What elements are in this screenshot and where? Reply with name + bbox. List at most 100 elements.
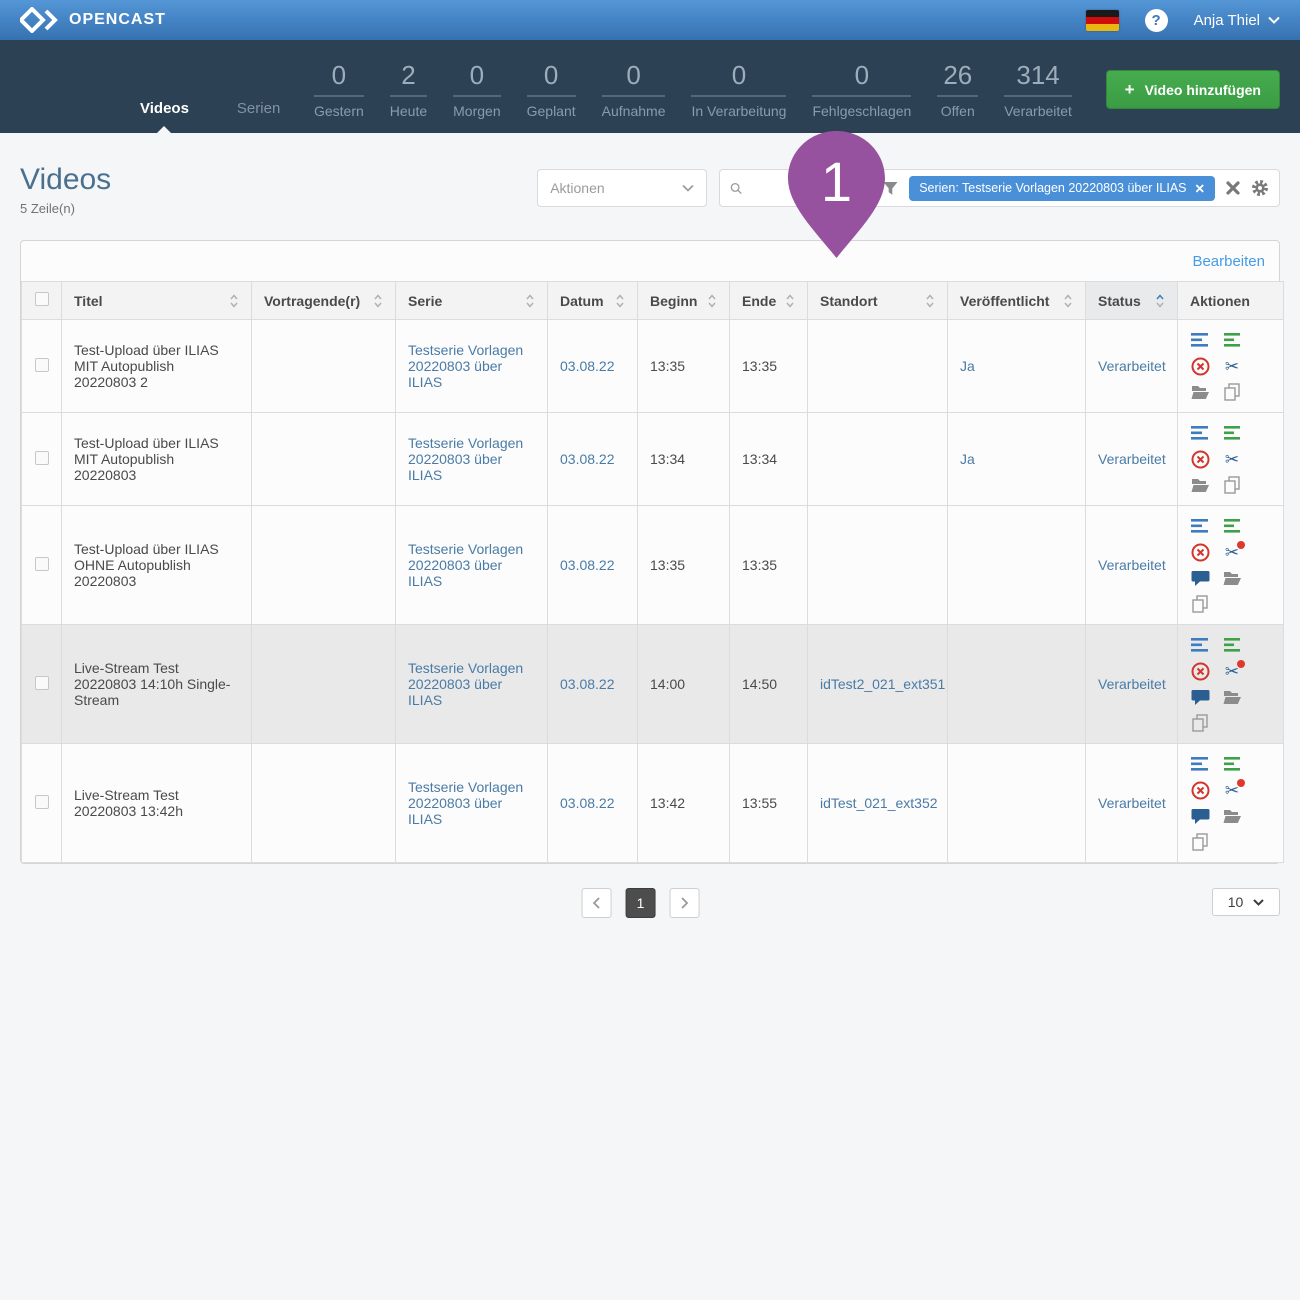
cell-presenter [251,412,396,506]
notification-dot [1237,541,1245,549]
previous-page-button[interactable] [581,888,612,918]
column-header-ende[interactable]: Ende [729,281,808,320]
date-link[interactable]: 03.08.22 [560,676,615,692]
help-icon[interactable]: ? [1144,8,1168,32]
assets-folder-icon[interactable] [1190,382,1210,402]
status-link[interactable]: Verarbeitet [1098,358,1166,374]
filter-chip-series[interactable]: Serien: Testserie Vorlagen 20220803 über… [909,175,1215,201]
duplicate-icon[interactable] [1190,832,1210,852]
column-header-status[interactable]: Status [1085,281,1178,320]
published-link[interactable]: Ja [960,451,975,467]
actions-dropdown[interactable]: Aktionen [537,169,708,207]
series-link[interactable]: Testserie Vorlagen 20220803 über ILIAS [408,541,524,589]
series-details-icon[interactable] [1222,423,1242,443]
duplicate-icon[interactable] [1222,475,1242,495]
video-editor-scissors-badge-icon[interactable]: ✂ [1222,779,1245,800]
status-link[interactable]: Verarbeitet [1098,557,1166,573]
column-header-datum[interactable]: Datum [547,281,638,320]
assets-folder-icon[interactable] [1222,568,1242,588]
location-link[interactable]: idTest2_021_ext351 [820,676,946,692]
add-video-button[interactable]: + Video hinzufügen [1105,70,1280,109]
column-header-serie[interactable]: Serie [395,281,548,320]
video-editor-scissors-badge-icon[interactable]: ✂ [1222,541,1245,562]
remove-filter-icon[interactable]: ✕ [1194,181,1205,196]
series-link[interactable]: Testserie Vorlagen 20220803 über ILIAS [408,342,524,390]
series-details-icon[interactable] [1222,330,1242,350]
stat-verarbeitet[interactable]: 314 Verarbeitet [1004,60,1072,119]
series-details-icon[interactable] [1222,635,1242,655]
series-link[interactable]: Testserie Vorlagen 20220803 über ILIAS [408,779,524,827]
status-link[interactable]: Verarbeitet [1098,676,1166,692]
user-name: Anja Thiel [1193,11,1260,29]
event-details-icon[interactable] [1190,516,1210,536]
clear-filters-icon[interactable] [1225,180,1241,196]
user-menu[interactable]: Anja Thiel [1194,12,1280,29]
column-header-beginn[interactable]: Beginn [637,281,730,320]
event-details-icon[interactable] [1190,330,1210,350]
stat-offen[interactable]: 26 Offen [937,62,979,119]
stat-aufnahme[interactable]: 0 Aufnahme [601,60,666,119]
series-link[interactable]: Testserie Vorlagen 20220803 über ILIAS [408,660,524,708]
row-checkbox[interactable] [34,450,49,465]
delete-icon[interactable] [1190,449,1210,469]
date-link[interactable]: 03.08.22 [560,795,615,811]
stat-gestern[interactable]: 0 Gestern [313,60,364,119]
date-link[interactable]: 03.08.22 [560,358,615,374]
filter-settings-gear-icon[interactable] [1251,179,1269,197]
location-link[interactable]: idTest_021_ext352 [820,795,938,811]
date-link[interactable]: 03.08.22 [560,557,615,573]
cell-presenter [251,624,396,744]
video-editor-scissors-badge-icon[interactable]: ✂ [1222,660,1245,681]
published-link[interactable]: Ja [960,358,975,374]
page-1-button[interactable]: 1 [625,888,656,918]
assets-folder-icon[interactable] [1222,687,1242,707]
stat-morgen[interactable]: 0 Morgen [453,60,501,119]
search-icon [730,182,742,194]
tab-videos[interactable]: Videos [140,100,189,133]
row-checkbox[interactable] [34,675,49,690]
event-details-icon[interactable] [1190,423,1210,443]
page-size-dropdown[interactable]: 10 [1212,888,1280,916]
series-link[interactable]: Testserie Vorlagen 20220803 über ILIAS [408,435,524,483]
date-link[interactable]: 03.08.22 [560,451,615,467]
duplicate-icon[interactable] [1222,382,1242,402]
select-all-checkbox[interactable] [34,292,49,306]
filter-funnel-icon[interactable] [882,180,899,197]
comments-icon[interactable] [1190,568,1210,588]
status-link[interactable]: Verarbeitet [1098,795,1166,811]
status-link[interactable]: Verarbeitet [1098,451,1166,467]
assets-folder-icon[interactable] [1222,806,1242,826]
column-header-vortragende[interactable]: Vortragende(r) [251,281,396,320]
video-editor-scissors-icon[interactable]: ✂ [1224,356,1240,376]
row-checkbox[interactable] [34,357,49,372]
language-flag-german[interactable] [1085,9,1119,31]
stat-geplant[interactable]: 0 Geplant [526,60,576,119]
delete-icon[interactable] [1190,780,1210,800]
assets-folder-icon[interactable] [1190,475,1210,495]
cell-presenter [251,319,396,413]
comments-icon[interactable] [1190,806,1210,826]
column-header-veroeffentlicht[interactable]: Veröffentlicht [947,281,1086,320]
cell-title: Test-Upload über ILIAS OHNE Autopublish … [61,505,252,625]
video-editor-scissors-icon[interactable]: ✂ [1224,449,1240,469]
event-details-icon[interactable] [1190,635,1210,655]
column-header-standort[interactable]: Standort [807,281,948,320]
stat-in-verarbeitung[interactable]: 0 In Verarbeitung [691,60,787,119]
stat-fehlgeschlagen[interactable]: 0 Fehlgeschlagen [812,60,912,119]
edit-table-link[interactable]: Bearbeiten [1192,252,1265,270]
next-page-button[interactable] [669,888,700,918]
column-header-titel[interactable]: Titel [61,281,252,320]
duplicate-icon[interactable] [1190,713,1210,733]
series-details-icon[interactable] [1222,516,1242,536]
row-checkbox[interactable] [34,794,49,809]
duplicate-icon[interactable] [1190,594,1210,614]
tab-serien[interactable]: Serien [236,100,281,117]
delete-icon[interactable] [1190,356,1210,376]
delete-icon[interactable] [1190,542,1210,562]
comments-icon[interactable] [1190,687,1210,707]
event-details-icon[interactable] [1190,754,1210,774]
series-details-icon[interactable] [1222,754,1242,774]
stat-heute[interactable]: 2 Heute [389,60,428,119]
delete-icon[interactable] [1190,661,1210,681]
row-checkbox[interactable] [34,556,49,571]
